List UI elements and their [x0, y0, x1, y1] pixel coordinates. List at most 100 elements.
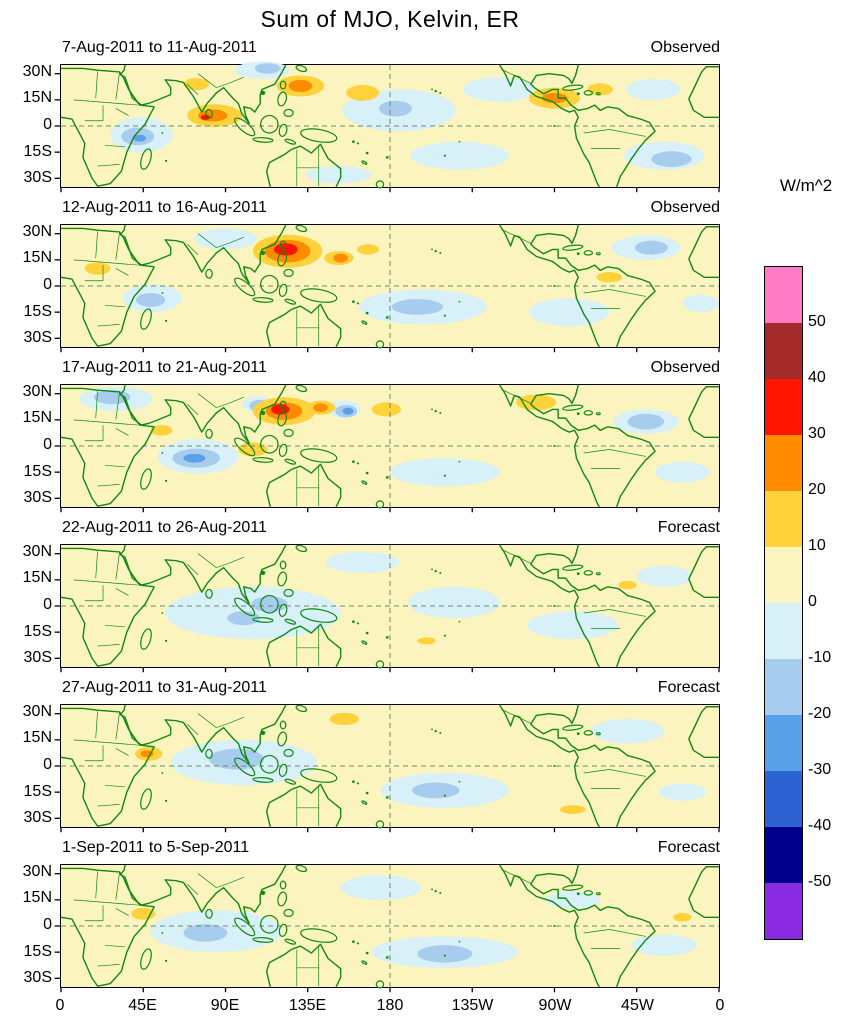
- panel-3: 17-Aug-2011 to 21-Aug-2011 Observed 30N …: [0, 356, 859, 516]
- lat-tick-label: 15N: [22, 729, 52, 746]
- lat-tick-label: 0: [43, 756, 52, 773]
- map-panel: [60, 61, 720, 188]
- map-canvas: [61, 865, 719, 987]
- lat-tick-label: 30S: [23, 489, 52, 506]
- map-canvas: [61, 225, 719, 347]
- map-panel: [60, 384, 720, 508]
- colorbar-tick-label: 50: [808, 313, 826, 330]
- colorbar-swatch: [765, 323, 802, 379]
- colorbar: [764, 266, 803, 940]
- lat-tick-label: 30S: [23, 329, 52, 346]
- map-canvas: [61, 61, 719, 187]
- map-canvas: [61, 385, 719, 507]
- lat-tick-label: 15N: [22, 889, 52, 906]
- lat-tick-label: 15S: [23, 943, 52, 960]
- colorbar-tick-label: -10: [808, 649, 832, 666]
- lat-tick-label: 0: [43, 116, 52, 133]
- lon-axis-labels: 0 45E 90E 135E 180 135W 90W 45W 0: [56, 997, 725, 1017]
- lat-tick-label: 30S: [23, 169, 52, 186]
- colorbar-tick-label: -20: [808, 705, 832, 722]
- colorbar-swatch: [765, 771, 802, 827]
- colorbar-swatch: [765, 379, 802, 435]
- panel-date-range: 27-Aug-2011 to 31-Aug-2011: [62, 679, 267, 696]
- panel-1-header: 7-Aug-2011 to 11-Aug-2011 Observed: [62, 39, 720, 57]
- colorbar-units-label: W/m^2: [779, 176, 833, 195]
- panel-date-range: 1-Sep-2011 to 5-Sep-2011: [62, 839, 250, 856]
- lat-tick-label: 15S: [23, 623, 52, 640]
- panel-5: 27-Aug-2011 to 31-Aug-2011 Forecast 30N …: [0, 676, 859, 836]
- lon-tick-label: 0: [55, 997, 65, 1014]
- lat-tick-label: 0: [43, 436, 52, 453]
- panel-stack: 7-Aug-2011 to 11-Aug-2011 Observed 30N 1…: [0, 36, 859, 996]
- panel-source-label: Forecast: [657, 839, 720, 856]
- lon-tick-label: 0: [715, 997, 725, 1014]
- lat-tick-label: 0: [43, 276, 52, 293]
- panel-5-header: 27-Aug-2011 to 31-Aug-2011 Forecast: [62, 679, 720, 697]
- map-canvas: [61, 545, 719, 667]
- panel-date-range: 7-Aug-2011 to 11-Aug-2011: [62, 39, 257, 56]
- colorbar-swatch: [765, 267, 802, 323]
- lon-tick-label: 45W: [621, 997, 654, 1014]
- lon-tick-label: 90E: [210, 997, 240, 1014]
- page-title: Sum of MJO, Kelvin, ER: [260, 6, 520, 32]
- lat-tick-label: 30S: [23, 809, 52, 826]
- colorbar-tick-label: -40: [808, 817, 832, 834]
- panel-2-header: 12-Aug-2011 to 16-Aug-2011 Observed: [62, 199, 720, 217]
- lat-tick-label: 15N: [22, 249, 52, 266]
- map-panel: [60, 864, 720, 988]
- map-panel: [60, 544, 720, 668]
- colorbar-swatch: [765, 491, 802, 547]
- map-panel: [60, 224, 720, 348]
- colorbar-tick-label: -30: [808, 761, 832, 778]
- panel-4-header: 22-Aug-2011 to 26-Aug-2011 Forecast: [62, 519, 720, 537]
- lat-tick-label: 30S: [23, 649, 52, 666]
- lat-tick-label: 30N: [22, 223, 52, 240]
- panel-6: 1-Sep-2011 to 5-Sep-2011 Forecast 30N 15…: [0, 836, 859, 996]
- panel-source-label: Observed: [650, 359, 720, 376]
- lat-tick-label: 30N: [22, 863, 52, 880]
- panel-source-label: Forecast: [657, 679, 720, 696]
- colorbar-tick-label: 30: [808, 425, 826, 442]
- panel-date-range: 22-Aug-2011 to 26-Aug-2011: [62, 519, 267, 536]
- lat-tick-label: 0: [43, 916, 52, 933]
- lon-tick-label: 180: [376, 997, 404, 1014]
- lat-tick-label: 15S: [23, 303, 52, 320]
- panel-source-label: Observed: [650, 39, 720, 56]
- colorbar-tick-label: 0: [808, 593, 817, 610]
- lon-tick-label: 45E: [128, 997, 157, 1014]
- colorbar-swatch: [765, 547, 802, 603]
- colorbar-swatch: [765, 659, 802, 715]
- lat-tick-label: 15S: [23, 463, 52, 480]
- colorbar-tick-labels: 50 40 30 20 10 0 -10 -20 -30 -40 -50: [808, 266, 856, 938]
- panel-source-label: Forecast: [657, 519, 720, 536]
- colorbar-swatch: [765, 827, 802, 883]
- map-canvas: [61, 705, 719, 827]
- map-panel: [60, 704, 720, 828]
- lat-tick-label: 0: [43, 596, 52, 613]
- colorbar-swatch: [765, 715, 802, 771]
- colorbar-tick-label: 20: [808, 481, 826, 498]
- lat-tick-label: 30S: [23, 969, 52, 986]
- lat-tick-label: 15N: [22, 409, 52, 426]
- lat-tick-label: 15S: [23, 143, 52, 160]
- colorbar-swatch: [765, 435, 802, 491]
- panel-3-header: 17-Aug-2011 to 21-Aug-2011 Observed: [62, 359, 720, 377]
- panel-1: 7-Aug-2011 to 11-Aug-2011 Observed 30N 1…: [0, 36, 859, 196]
- colorbar-tick-label: -50: [808, 873, 832, 890]
- lat-tick-label: 30N: [22, 703, 52, 720]
- lat-tick-label: 30N: [22, 383, 52, 400]
- colorbar-swatch: [765, 603, 802, 659]
- panel-6-header: 1-Sep-2011 to 5-Sep-2011 Forecast: [62, 839, 720, 857]
- panel-4: 22-Aug-2011 to 26-Aug-2011 Forecast 30N …: [0, 516, 859, 676]
- lat-tick-label: 15S: [23, 783, 52, 800]
- lon-tick-label: 90W: [538, 997, 572, 1014]
- lon-tick-label: 135W: [451, 997, 494, 1014]
- lat-tick-label: 30N: [22, 63, 52, 80]
- colorbar-tick-label: 10: [808, 537, 826, 554]
- panel-2: 12-Aug-2011 to 16-Aug-2011 Observed 30N …: [0, 196, 859, 356]
- colorbar-tick-label: 40: [808, 369, 826, 386]
- panel-source-label: Observed: [650, 199, 720, 216]
- colorbar-swatch: [765, 883, 802, 939]
- panel-date-range: 17-Aug-2011 to 21-Aug-2011: [62, 359, 267, 376]
